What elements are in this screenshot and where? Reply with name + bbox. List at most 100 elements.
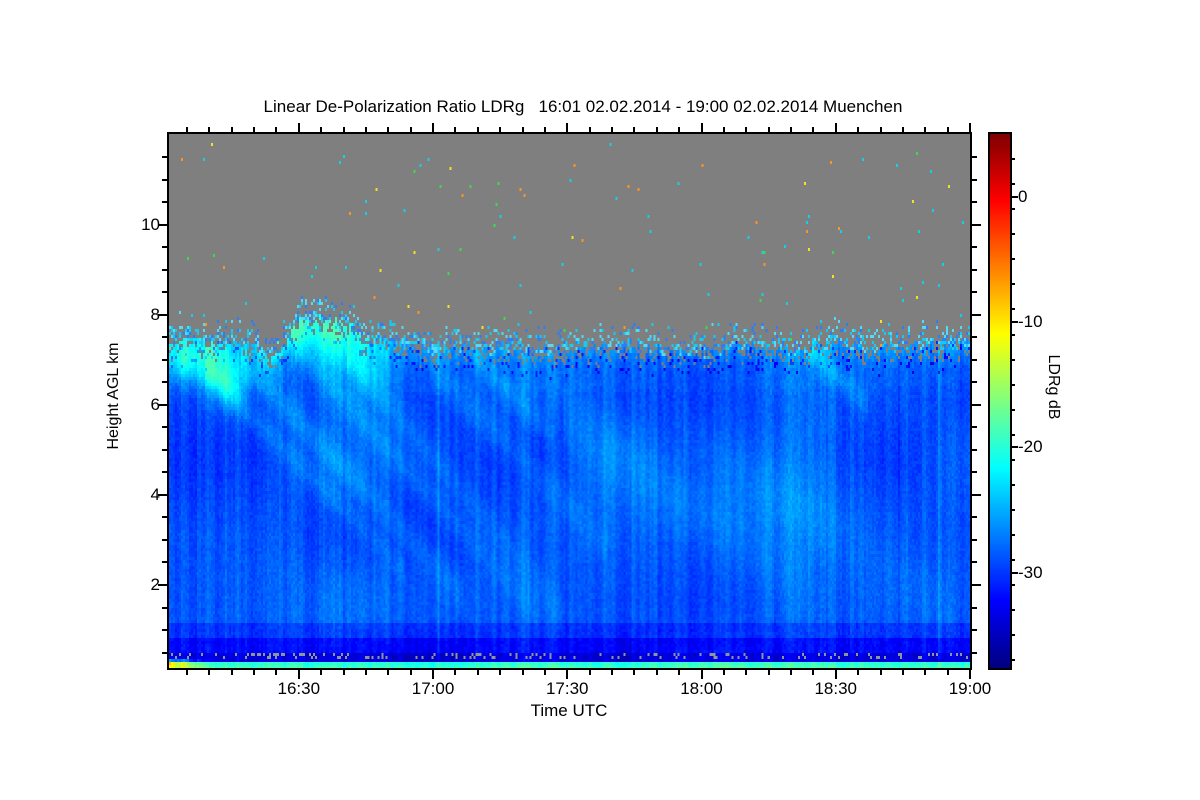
y-axis-tick-label: 10 [141, 214, 160, 234]
x-axis-minor-tick [185, 670, 188, 675]
x-axis-minor-tick [633, 670, 636, 675]
y-axis-major-tick-right [972, 584, 981, 586]
y-axis-minor-tick-right [972, 246, 977, 249]
colorbar-minor-tick [1012, 283, 1015, 286]
y-axis-minor-tick [162, 268, 167, 271]
y-axis-minor-tick-right [972, 201, 977, 204]
x-axis-minor-tick-top [253, 127, 256, 132]
x-axis-minor-tick [208, 670, 211, 675]
x-axis-minor-tick-top [409, 127, 412, 132]
y-axis-minor-tick [162, 156, 167, 159]
x-axis-minor-tick [924, 670, 927, 675]
x-axis-minor-tick-top [588, 127, 591, 132]
y-axis-minor-tick [162, 426, 167, 429]
x-axis-tick-label: 17:30 [545, 679, 589, 698]
x-axis-minor-tick-top [946, 127, 949, 132]
x-axis-minor-tick [253, 670, 256, 675]
x-axis-minor-tick-top [790, 127, 792, 132]
x-axis-minor-tick [454, 670, 457, 675]
colorbar-minor-tick [1012, 333, 1015, 336]
colorbar-minor-tick [1012, 183, 1015, 186]
y-axis-minor-tick [162, 178, 167, 181]
x-axis-minor-tick-top [342, 127, 345, 132]
x-axis-minor-tick-top [230, 127, 233, 132]
y-axis-minor-tick-right [972, 538, 977, 541]
y-axis-tick-label: 6 [150, 394, 160, 414]
colorbar-minor-tick [1012, 308, 1015, 311]
y-axis-minor-tick [162, 358, 167, 361]
y-axis-major-tick-right [972, 403, 981, 406]
x-axis-minor-tick [812, 670, 815, 675]
y-axis-minor-tick-right [972, 516, 977, 519]
y-axis-minor-tick-right [972, 426, 977, 429]
colorbar-minor-tick [1012, 358, 1015, 361]
y-axis-minor-tick [162, 448, 167, 451]
x-axis-minor-tick-top [185, 127, 188, 132]
x-axis-minor-tick-top [633, 127, 636, 132]
colorbar-minor-tick [1012, 634, 1015, 637]
y-axis-tick-label: 4 [150, 484, 160, 504]
colorbar-minor-tick [1012, 208, 1015, 211]
y-axis-minor-tick-right [972, 336, 977, 339]
x-axis-minor-tick [611, 670, 613, 675]
x-axis-major-tick [969, 670, 971, 679]
y-axis-minor-tick [162, 516, 167, 519]
colorbar-minor-tick [1012, 534, 1015, 537]
colorbar-minor-tick [1012, 584, 1015, 587]
x-axis-minor-tick-top [767, 127, 770, 132]
x-axis-minor-tick-top [857, 127, 860, 132]
y-axis-minor-tick [162, 201, 167, 204]
y-axis-major-tick-right [972, 223, 981, 226]
x-axis-major-tick [566, 670, 569, 679]
y-axis-minor-tick-right [972, 606, 977, 609]
colorbar-minor-tick [1012, 659, 1015, 662]
y-axis-major-tick-right [972, 493, 981, 496]
x-axis-tick-label: 17:00 [411, 679, 455, 698]
colorbar-tick-label: 0 [1018, 186, 1028, 206]
y-axis-minor-tick [162, 538, 167, 541]
x-axis-tick-label: 19:00 [948, 679, 992, 698]
x-axis-minor-tick-top [655, 127, 658, 132]
x-axis-minor-tick-top [745, 127, 748, 132]
x-axis-minor-tick-top [521, 127, 524, 132]
y-axis-minor-tick [162, 381, 167, 384]
x-axis-minor-tick [499, 670, 502, 675]
x-axis-minor-tick-top [879, 127, 882, 132]
colorbar-minor-tick [1012, 433, 1015, 436]
x-axis-minor-tick [275, 670, 278, 675]
y-axis-minor-tick [162, 471, 167, 474]
y-axis-minor-tick-right [972, 178, 977, 181]
x-axis-minor-tick [230, 670, 233, 675]
y-axis-minor-tick [162, 561, 167, 564]
x-axis-minor-tick [722, 670, 725, 675]
x-axis-minor-tick [387, 670, 390, 675]
x-axis-minor-tick-top [924, 127, 927, 132]
colorbar-major-tick [1012, 321, 1018, 324]
x-axis-tick-label: 18:00 [680, 679, 723, 698]
y-axis-minor-tick-right [972, 651, 977, 654]
x-axis-minor-tick-top [812, 127, 815, 132]
colorbar-label: LDRg dB [1045, 354, 1062, 420]
x-axis-minor-tick [342, 670, 345, 675]
y-axis-minor-tick [162, 651, 167, 654]
y-axis-minor-tick-right [972, 358, 977, 361]
y-axis-minor-tick-right [972, 291, 977, 294]
x-axis-minor-tick [879, 670, 882, 675]
x-axis-minor-tick [745, 670, 748, 675]
x-axis-minor-tick [946, 670, 949, 675]
colorbar-minor-tick [1012, 408, 1015, 411]
colorbar-tick-label: -30 [1018, 562, 1043, 582]
x-axis-minor-tick [655, 670, 658, 675]
y-axis-major-tick [158, 584, 167, 586]
y-axis-major-tick [158, 313, 167, 316]
x-axis-minor-tick-top [476, 127, 479, 132]
x-axis-minor-tick [857, 670, 860, 675]
x-axis-minor-tick-top [499, 127, 502, 132]
x-axis-minor-tick-top [208, 127, 211, 132]
x-axis-minor-tick-top [454, 127, 457, 132]
x-axis-minor-tick-top [275, 127, 278, 132]
colorbar-minor-tick [1012, 258, 1015, 261]
x-axis-minor-tick-top [364, 127, 367, 132]
y-axis-minor-tick-right [972, 381, 977, 384]
